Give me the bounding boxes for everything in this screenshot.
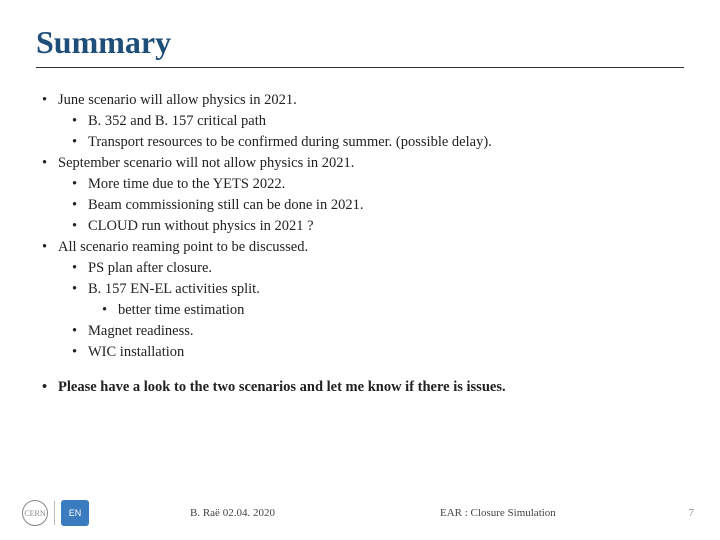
bullet-item: Transport resources to be confirmed duri… [36,132,684,153]
bullet-item: B. 352 and B. 157 critical path [36,111,684,132]
bullet-item: June scenario will allow physics in 2021… [36,90,684,111]
footer-author: B. Raë 02.04. 2020 [190,507,275,519]
bullet-list: June scenario will allow physics in 2021… [36,90,684,398]
bullet-item: WIC installation [36,342,684,363]
footer-center: EAR : Closure Simulation [440,507,556,519]
bullet-spacer [36,363,684,377]
bullet-item: All scenario reaming point to be discuss… [36,237,684,258]
slide-container: Summary June scenario will allow physics… [0,0,720,540]
bullet-item: Magnet readiness. [36,321,684,342]
logo-separator [54,501,55,525]
bullet-item: B. 157 EN-EL activities split. [36,279,684,300]
bullet-item: More time due to the YETS 2022. [36,174,684,195]
footer-page-number: 7 [689,507,695,519]
slide-title: Summary [36,24,684,61]
bullet-item: Please have a look to the two scenarios … [36,377,684,398]
footer-logos: CERN EN [0,500,89,526]
footer: CERN EN B. Raë 02.04. 2020 EAR : Closure… [0,500,720,526]
en-logo-icon: EN [61,500,89,526]
bullet-item: better time estimation [36,300,684,321]
cern-logo-icon: CERN [22,500,48,526]
bullet-item: Beam commissioning still can be done in … [36,195,684,216]
title-underline [36,67,684,68]
bullet-item: September scenario will not allow physic… [36,153,684,174]
bullet-item: CLOUD run without physics in 2021 ? [36,216,684,237]
bullet-item: PS plan after closure. [36,258,684,279]
